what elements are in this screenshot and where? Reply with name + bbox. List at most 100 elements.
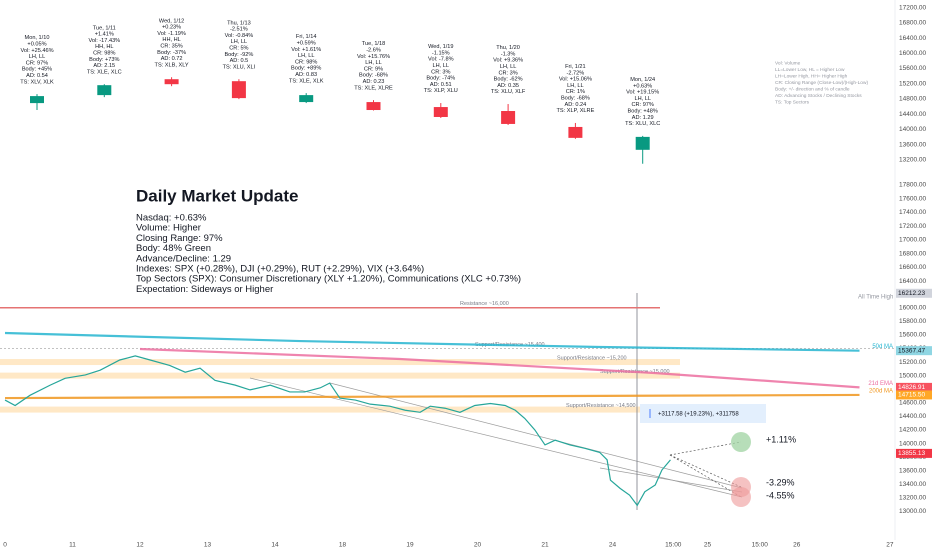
projection-line	[669, 454, 742, 488]
candle-annotation: Body: -92%	[224, 52, 253, 58]
candle-annotation: CR: 1%	[566, 89, 585, 95]
y-tick-label: 13600.00	[899, 141, 926, 148]
price-tag-label: 15367.47	[898, 347, 925, 354]
candle-annotation: TS: XLU, XLC	[625, 121, 660, 127]
candle-annotation: -1.15%	[432, 50, 450, 56]
series-label: 50d MA	[872, 344, 893, 350]
candle-annotation: Body: -37%	[157, 50, 186, 56]
candle-annotation: CR: 97%	[26, 60, 48, 66]
candle-annotation: HH, HL	[95, 44, 113, 50]
candle-annotation: Thu, 1/13	[227, 20, 251, 26]
candle-annotation: TS: XLE, XLK	[289, 78, 324, 84]
y-tick-label: 16800.00	[899, 250, 926, 257]
candle-annotation: Fri, 1/21	[565, 64, 586, 70]
y-tick-label: 14400.00	[899, 413, 926, 420]
x-tick-label: 21	[541, 542, 549, 549]
x-tick-label: 13	[204, 542, 212, 549]
panel-line: Expectation: Sideways or Higher	[136, 284, 273, 295]
candle-annotation: LH, LL	[634, 96, 650, 102]
candle-annotation: Fri, 1/14	[296, 34, 317, 40]
candle-annotation: Mon, 1/24	[630, 77, 655, 83]
candle-annotation: Body: -68%	[359, 73, 388, 79]
price-tag-label: 13855.13	[898, 450, 925, 457]
trend-line	[329, 382, 743, 489]
candle-body	[501, 111, 516, 124]
candle-annotation: +0.59%	[297, 41, 316, 47]
y-tick-label: 13000.00	[899, 508, 926, 515]
candle-annotation: TS: XLP, XLU	[424, 88, 458, 94]
support-band	[0, 372, 680, 379]
y-tick-label: 17600.00	[899, 195, 926, 202]
candle-annotation: Tue, 1/18	[362, 41, 385, 47]
candle-annotation: LH, LL	[365, 60, 381, 66]
projection-label: +1.11%	[766, 434, 796, 444]
x-tick-label: 15:00	[665, 542, 682, 549]
candle-annotation: Thu, 1/20	[496, 45, 520, 51]
candle-annotation: LH, LL	[29, 54, 45, 60]
candle-annotation: Body: -68%	[561, 96, 590, 102]
candle-annotation: Wed, 1/12	[159, 18, 184, 24]
x-tick-label: 24	[609, 542, 617, 549]
projection-line	[669, 454, 742, 498]
candle-annotation: Vol: +9.36%	[493, 58, 523, 64]
y-tick-label: 15200.00	[899, 80, 926, 87]
candle-annotation: CR: 3%	[431, 69, 450, 75]
panel-line: Top Sectors (SPX): Consumer Discretionar…	[136, 274, 521, 285]
candle-annotation: -2.72%	[567, 70, 585, 76]
candle-annotation: Vol: +15.76%	[357, 54, 390, 60]
candle-annotation: Vol: -0.84%	[225, 33, 254, 39]
candle-annotation: LH, LL	[231, 39, 247, 45]
candle-annotation: TS: XLE, XLRE	[354, 85, 393, 91]
candle-annotation: Body: +48%	[628, 108, 658, 114]
legend-note: LH=Lower High, HH= Higher High	[775, 73, 848, 79]
projection-target	[731, 487, 751, 507]
candle-annotation: Body: -62%	[494, 77, 523, 83]
projection-label: -4.55%	[766, 490, 795, 500]
candle-body	[299, 95, 314, 103]
bands	[0, 359, 680, 413]
panel-line: Nasdaq: +0.63%	[136, 213, 207, 224]
all-time-high: All Time High	[858, 295, 893, 301]
candle-annotation: AD: 0.5	[230, 58, 249, 64]
support-band	[0, 406, 680, 413]
candle-annotation: CR: 9%	[364, 66, 383, 72]
x-tick-label: 12	[136, 542, 144, 549]
y-tick-label: 17000.00	[899, 237, 926, 244]
y-tick-label: 15600.00	[899, 65, 926, 72]
y-tick-label: 16000.00	[899, 50, 926, 57]
x-tick-label: 26	[793, 542, 801, 549]
y-tick-label: 17400.00	[899, 209, 926, 216]
x-tick-label: 19	[406, 542, 414, 549]
candle-annotation: CR: 97%	[632, 102, 654, 108]
y-tick-label: 13200.00	[899, 157, 926, 164]
candle-annotation: CR: 3%	[498, 70, 517, 76]
panel-line: Closing Range: 97%	[136, 233, 223, 244]
y-tick-label: 15600.00	[899, 332, 926, 339]
trend-line	[599, 467, 743, 493]
candle-annotation: LH, LL	[433, 63, 449, 69]
candle-annotation: CR: 35%	[160, 44, 182, 50]
candle-annotation: LH, LL	[500, 64, 516, 70]
candle-body	[97, 85, 112, 96]
series-label: 21d EMA	[868, 381, 893, 387]
x-tick-label: 27	[886, 542, 894, 549]
candle-annotation: -2.51%	[230, 27, 248, 33]
y-tick-label: 16000.00	[899, 304, 926, 311]
y-tick-label: 17200.00	[899, 4, 926, 11]
projection-label: -3.29%	[766, 477, 795, 487]
y-tick-label: 17800.00	[899, 182, 926, 189]
candle-annotation: CR: 5%	[229, 45, 248, 51]
y-tick-label: 13400.00	[899, 481, 926, 488]
candle-body	[635, 136, 650, 150]
candle-annotation: -2.6%	[366, 47, 381, 53]
moving-average	[4, 393, 860, 400]
panel-line: Indexes: SPX (+0.28%), DJI (+0.29%), RUT…	[136, 264, 424, 275]
candle-annotation: TS: XLB, XLY	[155, 62, 189, 68]
candle-annotation: Body: +45%	[22, 67, 52, 73]
candle-annotation: +0.05%	[27, 42, 46, 48]
candle-annotation: Mon, 1/10	[25, 35, 50, 41]
candle-annotation: Body: +89%	[291, 66, 321, 72]
y-tick-label: 15200.00	[899, 359, 926, 366]
candle-body	[568, 126, 583, 138]
